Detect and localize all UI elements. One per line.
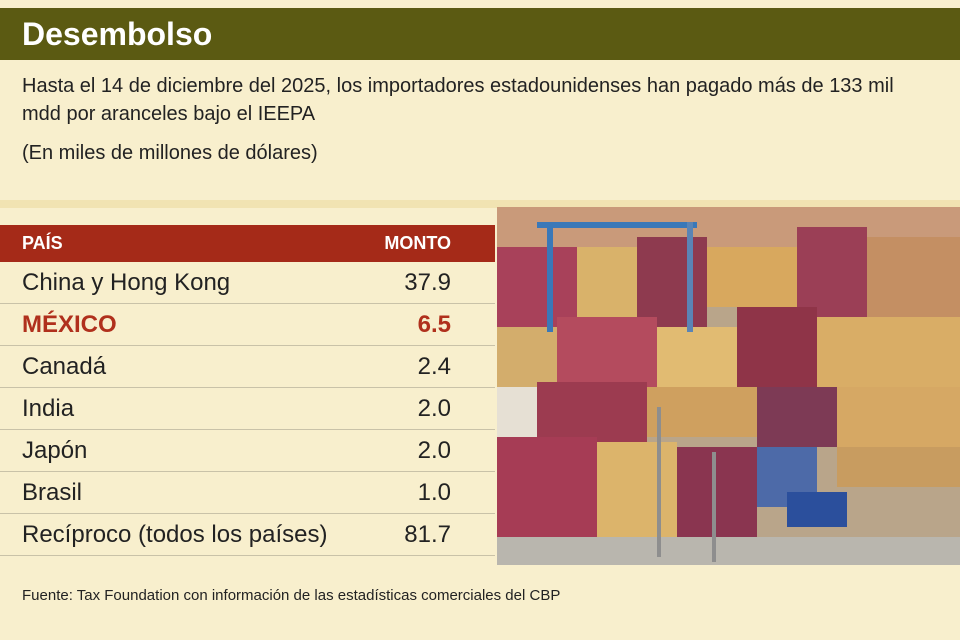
table-row: Canadá 2.4 [0, 346, 495, 388]
source: Fuente: Tax Foundation con información d… [22, 587, 561, 604]
column-header: PAÍS [22, 233, 63, 253]
table: PAÍS MONTO China y Hong Kong 37.9 MÉXICO 6.5 C… [0, 225, 495, 556]
table-row: India 2.0 [0, 388, 495, 430]
amount: 1.0 [417, 478, 451, 506]
amount: 2.0 [417, 394, 451, 422]
table-row: Brasil 1.0 [0, 472, 495, 514]
containers [497, 207, 960, 565]
country: China y Hong Kong [22, 268, 231, 296]
amount: 2.0 [417, 436, 451, 464]
amount: 6.5 [417, 310, 451, 338]
country: MÉXICO [22, 310, 117, 338]
table-header: PAÍS MONTO [0, 225, 495, 262]
country: Brasil [22, 478, 83, 506]
country: Canadá [22, 352, 107, 380]
amount: 81.7 [404, 520, 451, 548]
country: India [22, 394, 75, 422]
band [0, 200, 960, 208]
table-row: Japón 2.0 [0, 430, 495, 472]
amount: 37.9 [404, 268, 451, 296]
table-row: China y Hong Kong 37.9 [0, 262, 495, 304]
note: (En miles de millones de dólares) [22, 142, 318, 164]
table-row: MÉXICO 6.5 [0, 304, 495, 346]
port-photo [497, 207, 960, 565]
amount: 2.4 [417, 352, 451, 380]
column-header: MONTO [384, 233, 451, 253]
table-row: Recíproco (todos los países) 81.7 [0, 514, 495, 556]
country: Japón [22, 436, 88, 464]
subtitle: Hasta el 14 de diciembre del 2025, los i… [22, 75, 894, 125]
country: Recíproco (todos los países) [22, 520, 328, 548]
title: Desembolso [0, 8, 960, 60]
